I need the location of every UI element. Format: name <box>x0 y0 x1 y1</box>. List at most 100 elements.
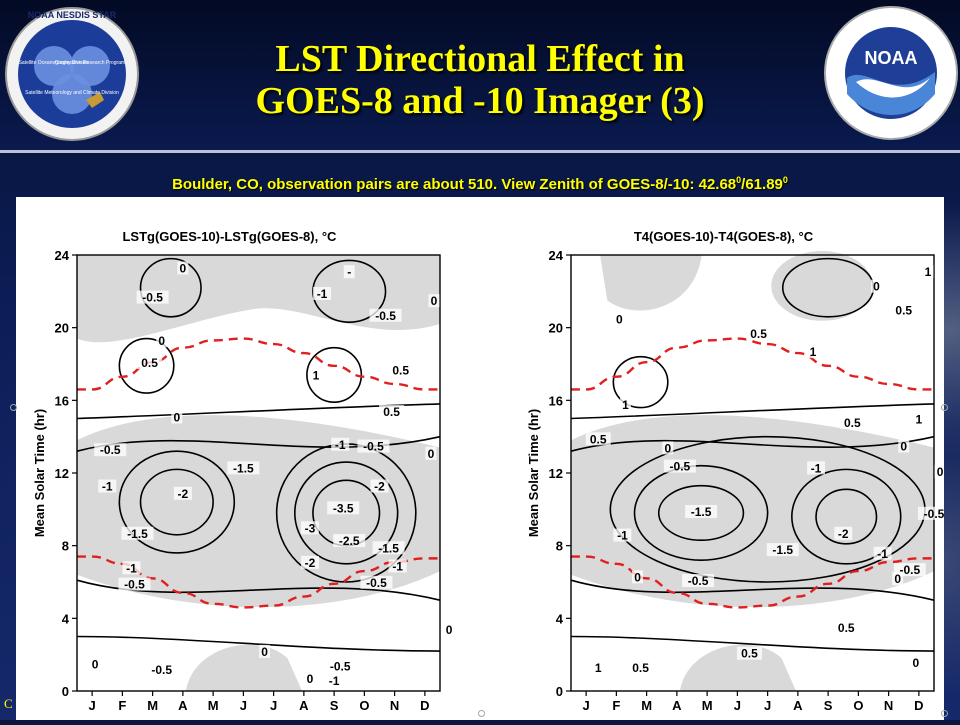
logo-item-1: Satellite Oceanography Division <box>19 60 90 66</box>
x-tick-label: A <box>793 698 803 713</box>
contour-label-bg <box>372 541 405 555</box>
contour-label: 1 <box>622 398 629 412</box>
contour-label: 0 <box>307 672 314 686</box>
chart-title: T4(GOES-10)-T4(GOES-8), °C <box>634 229 814 244</box>
contour-label-bg <box>171 410 183 424</box>
contour-label: -2 <box>178 487 189 501</box>
contour-label: -0.5 <box>142 291 163 305</box>
contour-line <box>312 259 387 324</box>
contour-label-bg <box>333 534 366 548</box>
shaded-lower-region <box>679 644 797 691</box>
subtitle: Boulder, CO, observation pairs are about… <box>0 175 960 193</box>
contour-label: -1 <box>811 461 822 475</box>
shaded-upper-region <box>77 255 440 343</box>
y-tick-label: 24 <box>55 248 70 263</box>
contour-label: -2.5 <box>339 534 360 548</box>
shaded-negative-region <box>77 415 440 608</box>
x-tick-label: M <box>641 698 652 713</box>
contour-label-bg <box>766 543 799 557</box>
footer-fragment: C <box>4 696 13 711</box>
contour-line <box>570 435 935 452</box>
x-tick-label: N <box>884 698 893 713</box>
bullet-marker <box>478 710 485 717</box>
bullet-marker <box>941 710 948 717</box>
contour-label-bg <box>662 441 674 455</box>
noaa-nesdis-star-logo: NOAA NESDIS STAR Satellite Oceanography … <box>5 7 139 141</box>
contour-line <box>657 484 745 542</box>
contour-line <box>791 468 902 565</box>
contour-label: -2 <box>838 527 849 541</box>
contour-label-bg <box>136 290 169 304</box>
contour-label-bg <box>428 294 440 308</box>
subtitle-main: Boulder, CO, observation pairs are about… <box>172 176 737 193</box>
subtitle-sup-2: 0 <box>782 175 788 185</box>
contour-label: 0 <box>446 623 453 637</box>
contour-line <box>139 468 214 536</box>
contour-label: 1 <box>595 661 602 675</box>
charts-svg: 0 4 8 12 16 20 24 J F M A M J J A S O N D Mean Solar Time (… <box>32 229 950 713</box>
contour-line <box>139 257 202 318</box>
contour-label-bg <box>736 646 762 660</box>
y-axis-label: Mean Solar Time (hr) <box>32 409 47 537</box>
contour-label-bg <box>891 303 917 317</box>
contour-label: -2 <box>305 556 316 570</box>
contour-label: -0.5 <box>670 460 691 474</box>
y-tick-label: 12 <box>549 466 563 481</box>
contour-label-bg <box>227 461 260 475</box>
contour-label-bg <box>300 521 319 535</box>
contour-label-bg <box>156 334 168 348</box>
contour-label-bg <box>313 286 332 300</box>
x-tick-label: O <box>359 698 369 713</box>
contour-label-bg <box>379 405 405 419</box>
contour-label: -0.5 <box>924 507 944 521</box>
contour-label: -0.5 <box>366 576 387 590</box>
contour-label-bg <box>898 439 910 453</box>
contour-label: 0 <box>158 334 165 348</box>
x-tick-label: J <box>270 698 277 713</box>
contour-label-bg <box>834 526 853 540</box>
logo-top-text: NOAA NESDIS STAR <box>28 10 117 20</box>
contour-line <box>118 450 236 554</box>
contour-line <box>612 355 669 409</box>
contour-label-bg <box>443 623 455 637</box>
contour-label-bg <box>807 345 819 359</box>
contour-label: 0 <box>900 440 907 454</box>
contour-label: -1 <box>126 561 137 575</box>
contour-label-bg <box>118 577 151 591</box>
contour-label: - <box>347 265 351 279</box>
contour-label-bg <box>122 561 141 575</box>
x-tick-label: J <box>764 698 771 713</box>
contour-label-bg <box>98 479 117 493</box>
bullet-marker <box>941 404 948 411</box>
logo-item-2: Cooperative Research Program <box>55 60 125 66</box>
title-line-1: LST Directional Effect in <box>275 38 685 80</box>
y-tick-label: 20 <box>55 321 69 336</box>
contour-label: -1.5 <box>772 543 793 557</box>
contour-label: 0.5 <box>838 621 855 635</box>
contour-label: 0 <box>261 645 268 659</box>
contour-label: 1 <box>313 369 320 383</box>
x-tick-label: S <box>824 698 833 713</box>
contour-label-bg <box>913 412 925 426</box>
contour-label-bg <box>922 265 934 279</box>
contour-label: 0 <box>173 411 180 425</box>
contour-label: 0.5 <box>741 647 758 661</box>
noaa-logo: NOAA <box>824 6 958 140</box>
title-line-2: GOES-8 and -10 Imager (3) <box>255 80 705 122</box>
x-tick-label: A <box>672 698 682 713</box>
contour-line <box>76 635 441 652</box>
x-tick-label: F <box>612 698 620 713</box>
subtitle-sup-1: 0 <box>736 175 742 185</box>
contour-label: 0.5 <box>141 356 158 370</box>
x-tick-label: M <box>147 698 158 713</box>
contour-label-bg <box>327 501 360 515</box>
contour-label-bg <box>259 644 271 658</box>
contour-label-bg <box>613 312 625 326</box>
contour-label-bg <box>369 308 402 322</box>
contour-label: -0.5 <box>899 563 920 577</box>
contour-label: 0 <box>180 262 187 276</box>
contour-label: -1 <box>102 480 113 494</box>
contour-label-bg <box>592 661 604 675</box>
header-divider <box>0 150 960 153</box>
contour-label: -0.5 <box>330 659 351 673</box>
